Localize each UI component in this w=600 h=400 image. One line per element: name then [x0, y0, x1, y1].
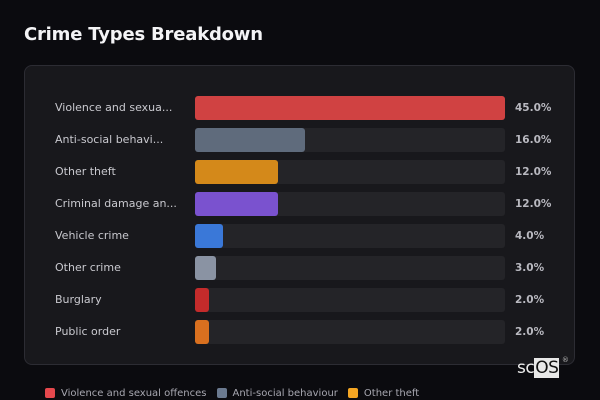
bar-label: Criminal damage an... [55, 197, 177, 210]
bar-value: 2.0% [515, 326, 545, 338]
bar-value: 2.0% [515, 294, 545, 306]
bar-value: 3.0% [515, 262, 545, 274]
bar-fill[interactable] [195, 256, 216, 280]
legend-label: Anti-social behaviour [232, 387, 338, 399]
watermark-logo: scOS ® [517, 356, 569, 378]
bar-row: Violence and sexua... 45.0% [25, 96, 574, 120]
bar-value: 4.0% [515, 230, 545, 242]
bar-row: Anti-social behavi... 16.0% [25, 128, 574, 152]
bar-track [195, 128, 505, 152]
chart-title: Crime Types Breakdown [24, 24, 263, 45]
chart-card: Violence and sexua... 45.0% Anti-social be… [24, 65, 575, 365]
bar-row: Burglary 2.0% [25, 288, 574, 312]
bar-label: Other crime [55, 261, 121, 274]
bar-label: Violence and sexua... [55, 101, 173, 114]
legend-swatch-icon [45, 388, 55, 398]
bar-fill[interactable] [195, 160, 278, 184]
bar-label: Other theft [55, 165, 116, 178]
bar-label: Burglary [55, 293, 102, 306]
bar-row: Public order 2.0% [25, 320, 574, 344]
bar-value: 12.0% [515, 198, 552, 210]
bar-fill[interactable] [195, 288, 209, 312]
legend-item[interactable]: Anti-social behaviour [216, 387, 338, 399]
bar-value: 16.0% [515, 134, 552, 146]
bar-value: 45.0% [515, 102, 552, 114]
legend-swatch-icon [347, 388, 358, 398]
bar-track [195, 224, 505, 248]
bar-label: Anti-social behavi... [55, 133, 164, 146]
legend-item[interactable]: Violence and sexual offences [45, 388, 207, 399]
bar-row: Other theft 12.0% [25, 160, 574, 184]
bar-row: Vehicle crime 4.0% [25, 224, 574, 248]
bar-value: 12.0% [515, 166, 552, 178]
bar-fill[interactable] [195, 192, 278, 216]
bar-track [195, 160, 505, 184]
legend-label: Other theft [363, 387, 420, 399]
bar-row: Other crime 3.0% [25, 256, 574, 280]
legend-item[interactable]: Other theft [347, 387, 420, 399]
bar-track [195, 288, 505, 312]
bar-row: Criminal damage an... 12.0% [25, 192, 574, 216]
bar-label: Vehicle crime [55, 229, 129, 242]
bar-track [195, 320, 505, 344]
legend: Violence and sexual offences Anti-social … [45, 386, 429, 400]
bar-track [195, 256, 505, 280]
bar-label: Public order [55, 325, 121, 338]
legend-swatch-icon [216, 388, 227, 398]
registered-mark: ® [561, 356, 569, 364]
bar-fill[interactable] [195, 320, 209, 344]
bar-track [195, 96, 505, 120]
watermark-prefix: sc [517, 358, 535, 378]
bar-fill[interactable] [195, 224, 223, 248]
bar-fill[interactable] [195, 96, 505, 120]
bar-track [195, 192, 505, 216]
legend-label: Violence and sexual offences [61, 387, 207, 399]
watermark-boxed: OS [534, 358, 560, 378]
bar-fill[interactable] [195, 128, 306, 152]
